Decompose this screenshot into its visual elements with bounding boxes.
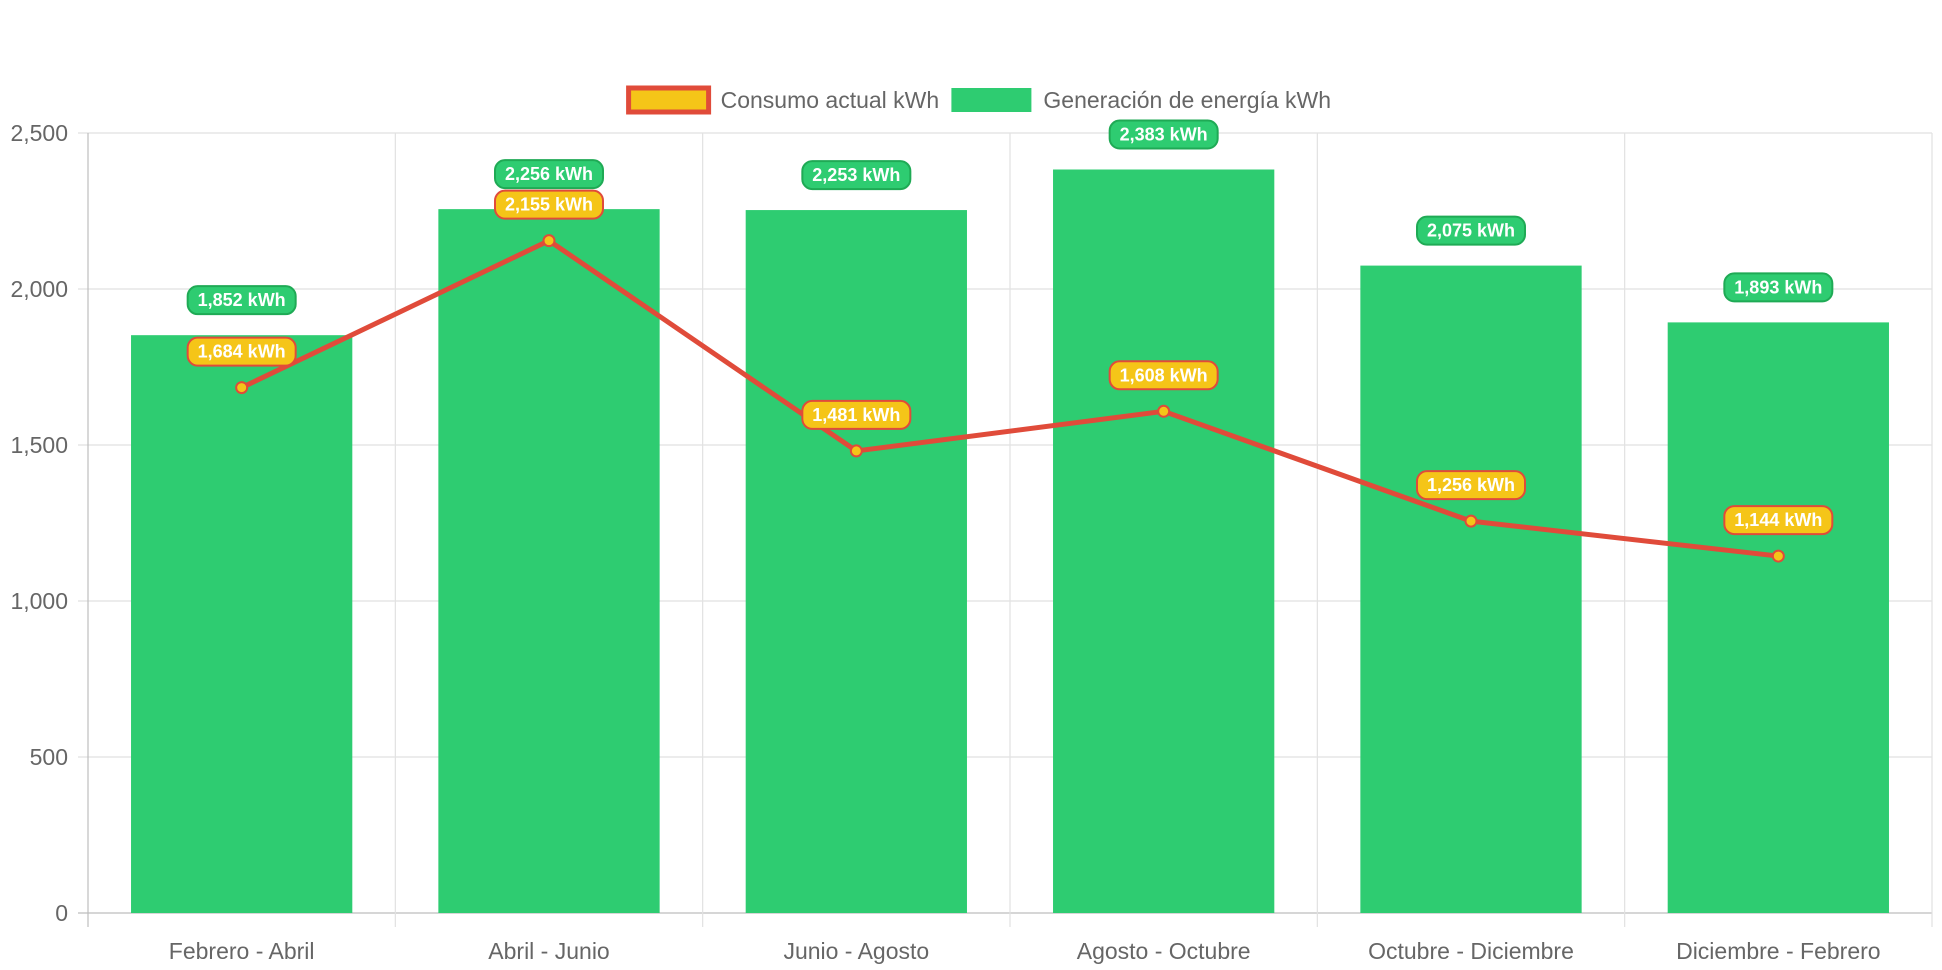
legend-swatch: [626, 85, 712, 115]
data-labels: 1,852 kWh 2,256 kWh 2,253 kWh 2,383 kWh 2,07…: [186, 119, 1834, 536]
legend[interactable]: Consumo actual kWh Generación de energía …: [626, 85, 1331, 115]
legend-label: Consumo actual kWh: [721, 87, 940, 113]
line-consumo: [240, 238, 1779, 559]
data-label-consumo-badge: [1723, 505, 1834, 536]
line-point-consumo[interactable]: [849, 444, 863, 458]
data-label-consumo-badge: [801, 399, 912, 430]
data-label-consumo-badge: [186, 336, 297, 367]
y-tick-label: 2,000: [10, 276, 68, 302]
data-label-consumo: 1,144 kWh: [1734, 510, 1822, 530]
data-label-generacion: 2,256 kWh: [505, 164, 593, 184]
legend-swatch: [951, 88, 1032, 112]
line-point-consumo[interactable]: [542, 234, 556, 248]
y-tick-label: 500: [30, 744, 68, 770]
data-label-consumo: 2,155 kWh: [505, 195, 593, 215]
data-label-consumo-badge: [494, 189, 604, 220]
data-label-generacion: 2,075 kWh: [1427, 221, 1515, 241]
line-point-consumo[interactable]: [1464, 514, 1478, 528]
data-label-generacion-badge: [1723, 272, 1834, 303]
line-point-consumo[interactable]: [1157, 404, 1171, 418]
x-tick-label: Diciembre - Febrero: [1676, 938, 1881, 964]
y-tick-label: 1,000: [10, 588, 68, 614]
data-label-generacion-badge: [801, 160, 912, 191]
bar-generacion[interactable]: [438, 209, 660, 914]
data-label-generacion-badge: [1416, 215, 1526, 246]
legend-label: Generación de energía kWh: [1043, 87, 1331, 113]
line-point-consumo[interactable]: [1771, 549, 1785, 563]
data-label-generacion-badge: [186, 285, 297, 316]
line-series: [235, 234, 1785, 563]
y-tick-label: 2,500: [10, 120, 68, 146]
x-tick-label: Junio - Agosto: [783, 938, 929, 964]
legend-item-generacion[interactable]: Generación de energía kWh: [951, 87, 1331, 113]
data-label-generacion: 2,253 kWh: [812, 165, 900, 185]
data-label-consumo: 1,608 kWh: [1120, 365, 1208, 385]
legend-item-consumo[interactable]: Consumo actual kWh: [626, 85, 940, 115]
bar-generacion[interactable]: [745, 210, 967, 914]
y-tick-label: 0: [55, 900, 68, 926]
data-label-consumo-badge: [1416, 470, 1526, 501]
line-point-consumo[interactable]: [235, 381, 249, 395]
bar-generacion[interactable]: [1667, 322, 1889, 913]
bar-generacion[interactable]: [1360, 265, 1582, 914]
data-label-generacion-badge: [1108, 119, 1219, 150]
x-tick-label: Octubre - Diciembre: [1368, 938, 1574, 964]
data-label-consumo: 1,256 kWh: [1427, 475, 1515, 495]
x-tick-label: Agosto - Octubre: [1077, 938, 1251, 964]
axes: 0 500 1,000 1,500 2,000 2,500 Febrero - Abril A…: [10, 120, 1880, 964]
bar-generacion[interactable]: [131, 335, 353, 913]
data-label-generacion-badge: [494, 159, 604, 190]
x-tick-label: Abril - Junio: [488, 938, 609, 964]
grid-lines: [78, 132, 1933, 927]
y-tick-label: 1,500: [10, 432, 68, 458]
data-label-generacion: 2,383 kWh: [1120, 125, 1208, 145]
data-label-generacion: 1,852 kWh: [198, 290, 286, 310]
data-label-consumo: 1,684 kWh: [198, 342, 286, 362]
bar-series: [131, 169, 1889, 914]
x-tick-label: Febrero - Abril: [169, 938, 315, 964]
data-label-generacion: 1,893 kWh: [1734, 277, 1822, 297]
data-label-consumo: 1,481 kWh: [812, 405, 900, 425]
bar-generacion[interactable]: [1053, 169, 1275, 913]
data-label-consumo-badge: [1108, 360, 1219, 391]
